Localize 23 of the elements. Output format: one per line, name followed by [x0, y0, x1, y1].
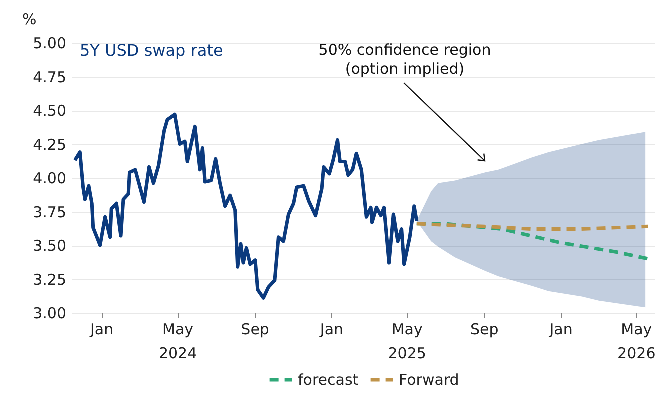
x-tick-label: Jan [319, 320, 344, 338]
legend-label: Forward [399, 371, 460, 389]
annotation: 50% confidence region (option implied) [318, 41, 492, 78]
x-tick-label: Jan [89, 320, 114, 338]
x-tick-label: May 2026 [618, 320, 656, 362]
y-axis-title: % [22, 10, 37, 28]
legend-label: forecast [298, 371, 359, 389]
x-tick-label: Sep [241, 320, 270, 338]
y-tick-label: 5.00 [33, 34, 66, 52]
text: 5Y USD swap rate [80, 41, 224, 60]
line-series [73, 112, 419, 300]
y-tick-label: 3.25 [33, 270, 66, 289]
x-tick-label: May 2025 [388, 320, 426, 362]
y-tick-label: 4.00 [33, 170, 66, 188]
y-tick-label: 3.75 [33, 203, 66, 222]
y-tick-label: 4.25 [33, 136, 66, 154]
x-tick-label: May 2024 [158, 320, 198, 362]
y-tick-label: 4.75 [33, 68, 66, 86]
y-tick-label: 3.50 [33, 237, 66, 255]
x-tick-label: Sep [470, 320, 499, 338]
y-tick-label: 4.50 [33, 102, 66, 120]
y-tick-label: 3.00 [33, 304, 66, 322]
x-tick-label: Jan [548, 320, 573, 338]
